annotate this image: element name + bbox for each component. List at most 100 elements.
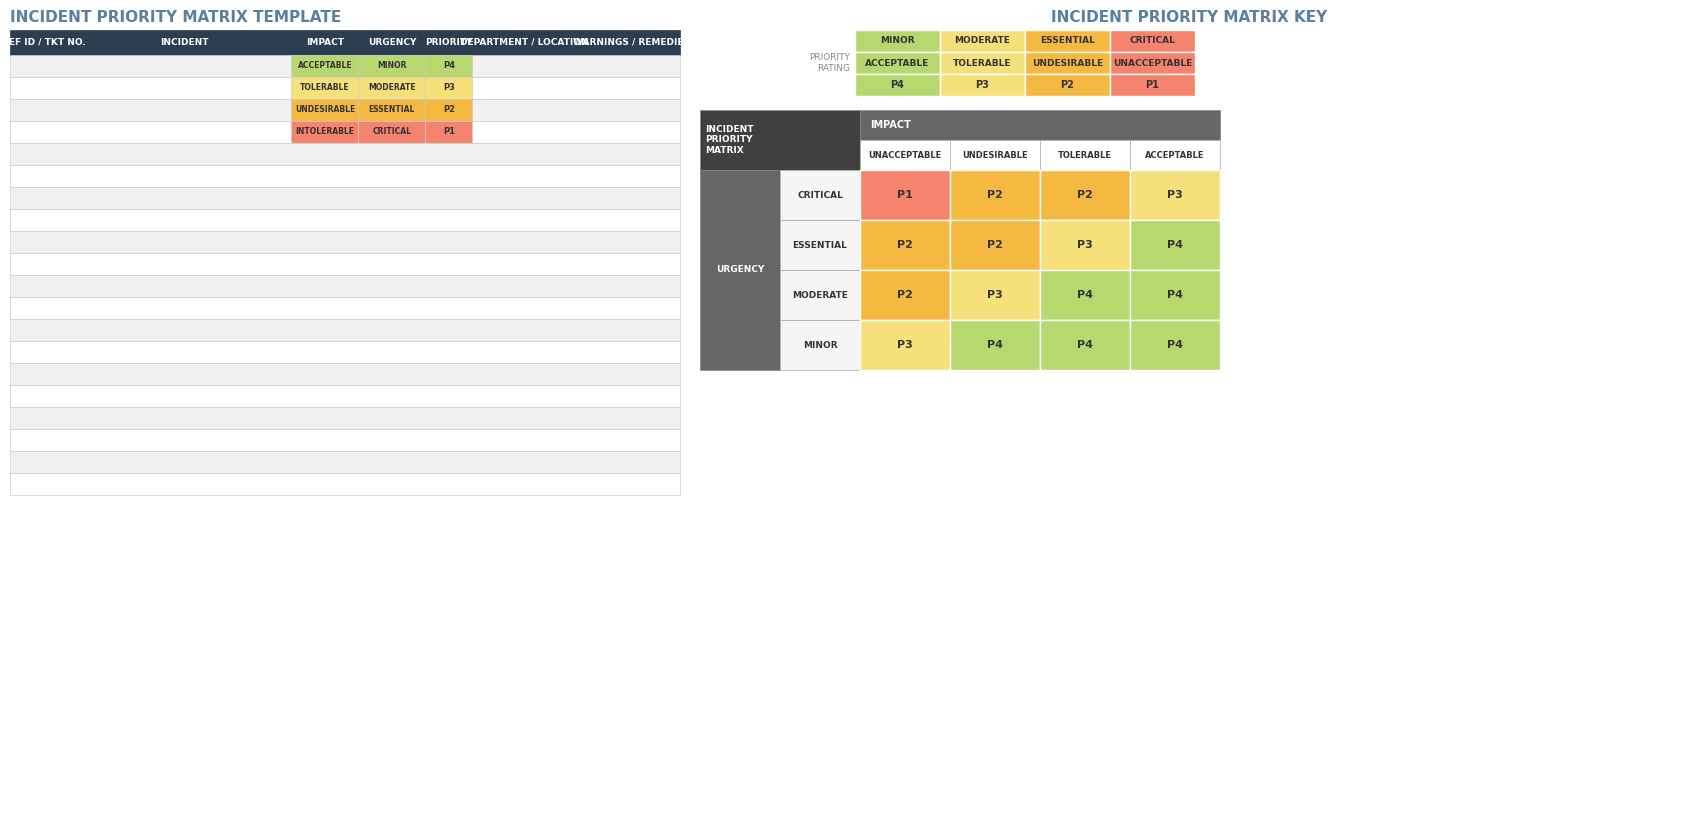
Bar: [941, 52, 1025, 74]
Bar: [10, 451, 681, 473]
Text: ACCEPTABLE: ACCEPTABLE: [1145, 150, 1204, 159]
Bar: [10, 55, 681, 77]
Bar: [949, 320, 1040, 370]
Bar: [1040, 320, 1130, 370]
Bar: [949, 220, 1040, 270]
Bar: [1025, 30, 1110, 52]
Text: CRITICAL: CRITICAL: [797, 190, 843, 199]
Text: P4: P4: [1167, 290, 1182, 300]
Bar: [10, 385, 681, 407]
Text: P2: P2: [1078, 190, 1093, 200]
Bar: [860, 140, 949, 170]
Bar: [10, 473, 681, 495]
Text: P3: P3: [443, 84, 454, 93]
Bar: [426, 99, 473, 121]
Text: UNDESIRABLE: UNDESIRABLE: [296, 106, 355, 115]
Bar: [1130, 320, 1219, 370]
Bar: [358, 121, 426, 143]
Text: UNACCEPTABLE: UNACCEPTABLE: [868, 150, 942, 159]
Bar: [941, 30, 1025, 52]
Bar: [1130, 220, 1219, 270]
Bar: [10, 319, 681, 341]
Bar: [10, 187, 681, 209]
Bar: [10, 209, 681, 231]
Bar: [10, 143, 681, 165]
Text: MINOR: MINOR: [802, 341, 838, 350]
Text: P3: P3: [897, 340, 912, 350]
Bar: [1040, 140, 1130, 170]
Text: P3: P3: [986, 290, 1003, 300]
Text: IMPACT: IMPACT: [870, 120, 910, 130]
Bar: [949, 140, 1040, 170]
Bar: [860, 110, 1219, 140]
Bar: [780, 170, 860, 220]
Text: MINOR: MINOR: [377, 62, 407, 71]
Bar: [10, 231, 681, 253]
Bar: [10, 407, 681, 429]
Text: REF ID / TKT NO.: REF ID / TKT NO.: [2, 38, 86, 47]
Text: ACCEPTABLE: ACCEPTABLE: [865, 59, 929, 67]
Bar: [780, 270, 860, 320]
Text: P3: P3: [1167, 190, 1182, 200]
Text: P4: P4: [1078, 340, 1093, 350]
Text: P3: P3: [976, 80, 990, 90]
Text: INCIDENT PRIORITY MATRIX TEMPLATE: INCIDENT PRIORITY MATRIX TEMPLATE: [10, 10, 341, 25]
Bar: [426, 77, 473, 99]
Text: P2: P2: [897, 290, 914, 300]
Bar: [10, 121, 681, 143]
Bar: [860, 320, 949, 370]
Text: UNACCEPTABLE: UNACCEPTABLE: [1113, 59, 1192, 67]
Bar: [860, 170, 949, 220]
Text: P2: P2: [443, 106, 454, 115]
Text: MODERATE: MODERATE: [954, 37, 1010, 46]
Bar: [699, 170, 780, 370]
Text: P4: P4: [1167, 240, 1182, 250]
Text: WARNINGS / REMEDIES: WARNINGS / REMEDIES: [573, 38, 689, 47]
Bar: [941, 74, 1025, 96]
Bar: [10, 99, 681, 121]
Bar: [10, 363, 681, 385]
Bar: [1130, 170, 1219, 220]
Text: P2: P2: [897, 240, 914, 250]
Text: P2: P2: [986, 190, 1003, 200]
Bar: [1040, 220, 1130, 270]
Bar: [1040, 270, 1130, 320]
Text: ACCEPTABLE: ACCEPTABLE: [297, 62, 353, 71]
Bar: [1110, 74, 1196, 96]
Text: PRIORITY
RATING: PRIORITY RATING: [809, 54, 850, 72]
Bar: [855, 30, 941, 52]
Text: P4: P4: [890, 80, 904, 90]
Text: PRIORITY: PRIORITY: [426, 38, 473, 47]
Bar: [358, 99, 426, 121]
Text: P1: P1: [1145, 80, 1159, 90]
Text: P4: P4: [986, 340, 1003, 350]
Bar: [292, 55, 358, 77]
Text: P4: P4: [443, 62, 454, 71]
Bar: [426, 121, 473, 143]
Bar: [10, 297, 681, 319]
Bar: [10, 275, 681, 297]
Bar: [1130, 270, 1219, 320]
Text: INCIDENT
PRIORITY
MATRIX: INCIDENT PRIORITY MATRIX: [704, 125, 753, 155]
Text: MINOR: MINOR: [880, 37, 915, 46]
Text: URGENCY: URGENCY: [716, 266, 763, 275]
Bar: [1040, 170, 1130, 220]
Text: ESSENTIAL: ESSENTIAL: [368, 106, 415, 115]
Text: P4: P4: [1167, 340, 1182, 350]
Bar: [780, 320, 860, 370]
Text: DEPARTMENT / LOCATION: DEPARTMENT / LOCATION: [459, 38, 588, 47]
Bar: [949, 270, 1040, 320]
Bar: [292, 77, 358, 99]
Text: URGENCY: URGENCY: [368, 38, 415, 47]
Bar: [949, 170, 1040, 220]
Text: IMPACT: IMPACT: [306, 38, 345, 47]
Bar: [1110, 52, 1196, 74]
Bar: [358, 55, 426, 77]
Bar: [780, 220, 860, 270]
Bar: [1025, 52, 1110, 74]
Bar: [10, 77, 681, 99]
Bar: [426, 55, 473, 77]
Text: P2: P2: [1061, 80, 1074, 90]
Text: UNDESIRABLE: UNDESIRABLE: [963, 150, 1029, 159]
Text: P1: P1: [443, 128, 454, 137]
